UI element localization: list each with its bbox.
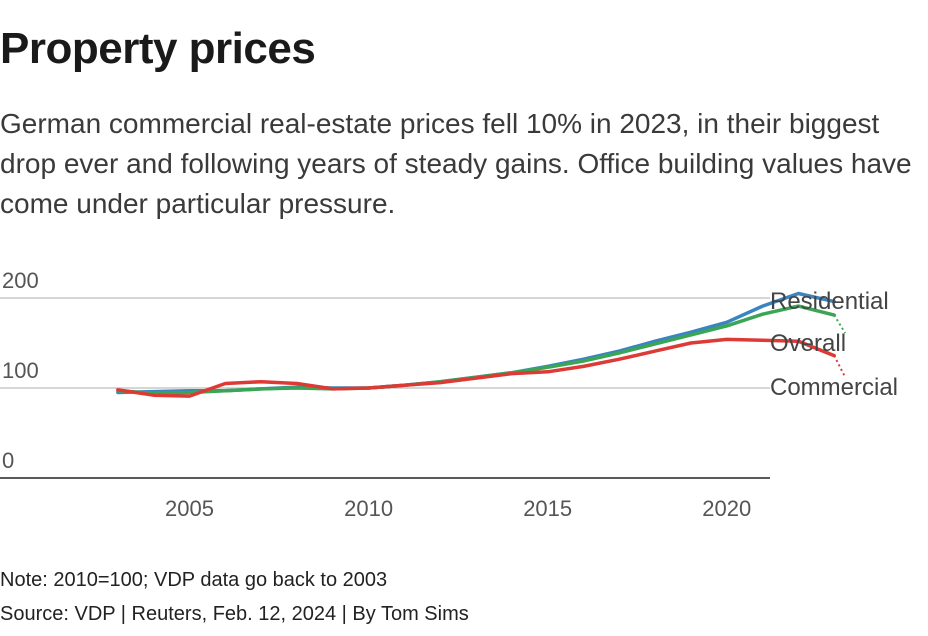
projection-overall — [833, 314, 847, 334]
series-label-commercial: Commercial — [770, 374, 898, 401]
y-tick-labels: 0 100 200 — [2, 268, 39, 473]
projection-commercial — [833, 355, 847, 378]
series-label-residential: Residential — [770, 288, 889, 315]
series-label-overall: Overall — [770, 330, 846, 357]
x-tick-label: 2005 — [165, 496, 214, 521]
source-credit: Source: VDP | Reuters, Feb. 12, 2024 | B… — [0, 603, 469, 625]
y-tick-label: 0 — [2, 448, 14, 473]
x-tick-label: 2015 — [523, 496, 572, 521]
series-labels: Residential Overall Commercial — [770, 288, 898, 401]
x-tick-label: 2020 — [702, 496, 751, 521]
x-tick-label: 2010 — [344, 496, 393, 521]
chart-title: Property prices — [0, 24, 316, 73]
y-tick-label: 200 — [2, 268, 39, 293]
series-line-commercial — [116, 337, 836, 398]
y-tick-label: 100 — [2, 358, 39, 383]
x-tick-labels: 2005 2010 2015 2020 — [165, 496, 751, 521]
line-chart: 0 100 200 2005 2010 2015 2020 Residential Over… — [0, 268, 898, 521]
chart-subtitle: German commercial real-estate prices fel… — [0, 108, 912, 219]
series-lines — [116, 291, 847, 398]
series-line-overall — [116, 304, 836, 396]
footnote: Note: 2010=100; VDP data go back to 2003 — [0, 569, 388, 591]
